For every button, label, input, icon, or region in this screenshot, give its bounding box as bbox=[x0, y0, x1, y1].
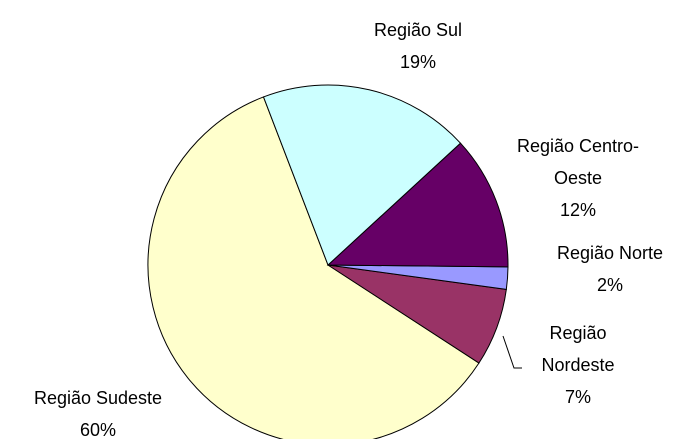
category-name: Região Nordeste bbox=[541, 323, 615, 375]
pie-slice bbox=[262, 84, 462, 266]
category-name: Região Norte bbox=[556, 243, 664, 263]
leader-line bbox=[502, 335, 522, 369]
slice-label: Região Norte 2% bbox=[530, 237, 683, 301]
pie-slice bbox=[326, 142, 509, 268]
category-name: Região Sul bbox=[373, 20, 463, 40]
pie-slice bbox=[147, 96, 480, 439]
value-label: 7% bbox=[564, 387, 591, 407]
value-label: 12% bbox=[559, 200, 597, 220]
value-label: 19% bbox=[399, 52, 437, 72]
value-label: 60% bbox=[79, 420, 117, 439]
value-label: 2% bbox=[596, 275, 623, 295]
slice-label: Região Centro-Oeste 12% bbox=[498, 130, 658, 226]
slice-label: Região Sudeste 60% bbox=[8, 382, 188, 439]
category-name: Região Sudeste bbox=[33, 388, 163, 408]
slice-label: Região Nordeste 7% bbox=[518, 317, 638, 413]
slice-label: Região Sul 19% bbox=[338, 14, 498, 78]
category-name: Região Centro-Oeste bbox=[516, 136, 640, 188]
